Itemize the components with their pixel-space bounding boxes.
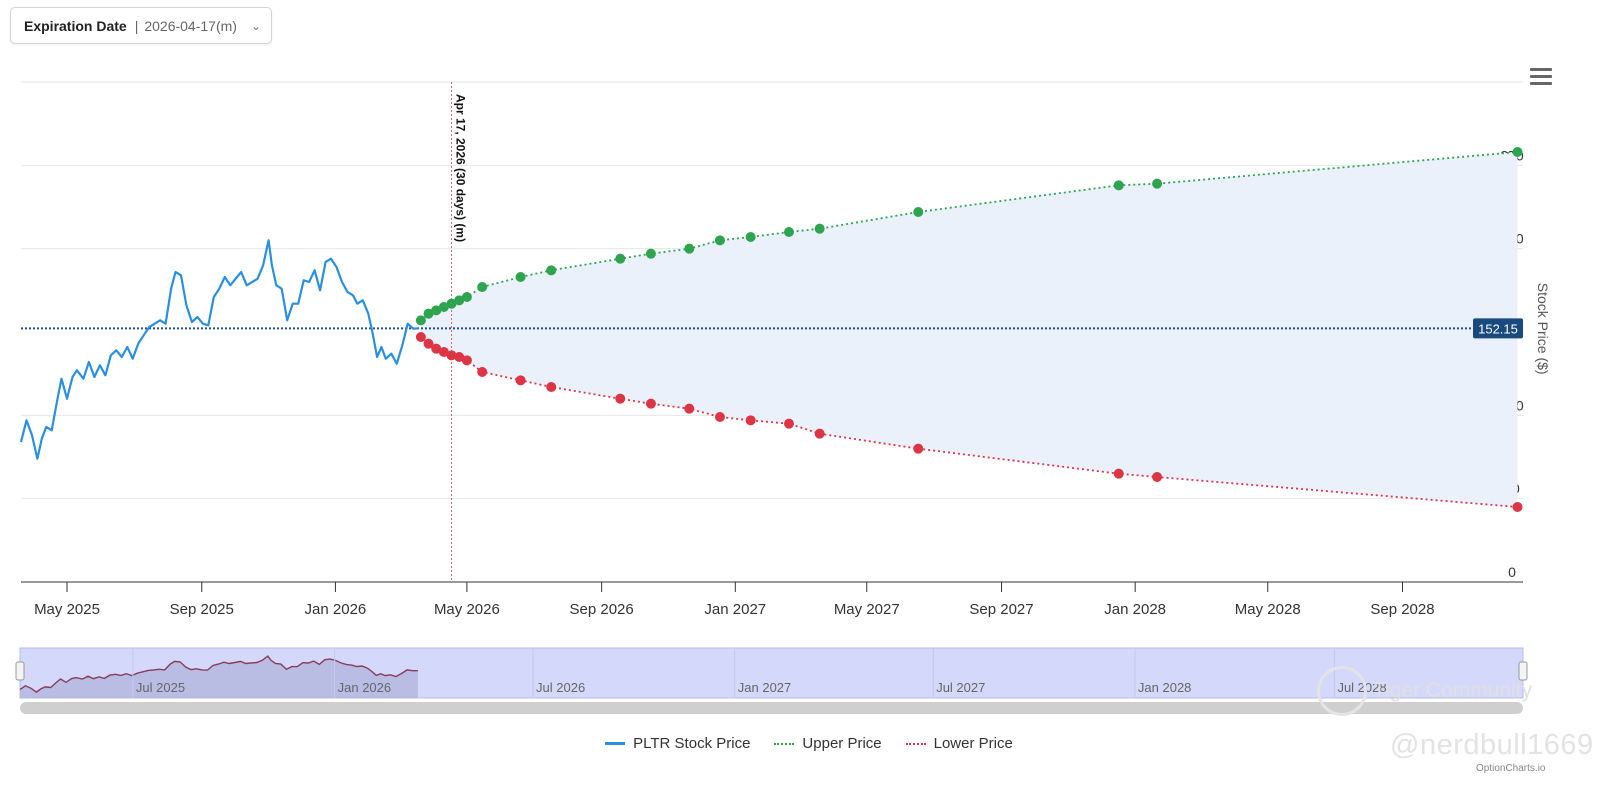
stock-price-line bbox=[19, 239, 419, 460]
navigator-area bbox=[20, 656, 418, 698]
chart-legend: PLTR Stock Price Upper Price Lower Price bbox=[0, 735, 1618, 752]
lower-price-point bbox=[913, 443, 924, 454]
lower-price-point bbox=[783, 418, 794, 429]
expiration-date-label: Expiration Date bbox=[24, 17, 127, 34]
upper-price-point bbox=[714, 235, 725, 246]
x-tick-label: May 2025 bbox=[34, 601, 100, 618]
x-tick-label: May 2028 bbox=[1235, 601, 1301, 618]
lower-price-point bbox=[415, 332, 426, 342]
lower-price-point bbox=[1152, 472, 1163, 482]
upper-price-point bbox=[454, 295, 465, 306]
lower-price-point bbox=[1113, 468, 1124, 479]
optioncharts-credit: OptionCharts.io bbox=[1476, 763, 1546, 774]
legend-item-lower-price[interactable]: Lower Price bbox=[905, 735, 1013, 752]
y-tick-label: 0 bbox=[1508, 564, 1516, 580]
x-tick-label: May 2026 bbox=[434, 601, 500, 618]
upper-price-point bbox=[546, 265, 557, 276]
projection-band bbox=[420, 152, 1518, 507]
x-tick-label: Sep 2027 bbox=[969, 601, 1033, 618]
upper-price-point bbox=[515, 272, 526, 282]
tiger-logo-icon bbox=[1317, 666, 1367, 716]
upper-price-point bbox=[431, 305, 442, 316]
current-price-label: 152.15 bbox=[1478, 321, 1518, 336]
handle-watermark: @nerdbull1669 bbox=[1390, 729, 1594, 761]
legend-item-upper-price[interactable]: Upper Price bbox=[774, 735, 882, 752]
expiration-date-separator: | bbox=[134, 17, 139, 34]
upper-price-point bbox=[477, 282, 488, 292]
hamburger-menu-icon[interactable] bbox=[1530, 68, 1552, 86]
y-axis-title: Stock Price ($) bbox=[1535, 283, 1551, 375]
lower-price-point bbox=[745, 415, 756, 426]
lower-price-point bbox=[814, 428, 825, 439]
x-tick-label: Jan 2027 bbox=[704, 601, 766, 618]
navigator-line bbox=[19, 655, 418, 693]
expiry-marker-label: Apr 17, 2026 (30 days) (m) bbox=[454, 94, 468, 242]
upper-price-point bbox=[438, 302, 449, 312]
lower-price-point bbox=[645, 398, 656, 409]
tiger-community-text: Tiger Community bbox=[1373, 679, 1533, 702]
navigator-tick-label: Jan 2028 bbox=[1138, 680, 1192, 695]
lower-price-point bbox=[684, 403, 695, 414]
navigator-tick-label: Jul 2026 bbox=[536, 680, 585, 695]
navigator-tick-label: Jan 2027 bbox=[738, 680, 792, 695]
upper-price-point bbox=[745, 232, 756, 242]
upper-price-point bbox=[446, 298, 457, 309]
upper-price-point bbox=[423, 308, 434, 319]
lower-price-point bbox=[446, 350, 457, 361]
chevron-down-icon: ⌄ bbox=[250, 18, 262, 33]
legend-stock-label: PLTR Stock Price bbox=[633, 735, 751, 752]
x-tick-label: Sep 2025 bbox=[170, 601, 234, 618]
navigator-scrollbar bbox=[20, 702, 1523, 714]
legend-item-stock-price[interactable]: PLTR Stock Price bbox=[605, 735, 750, 752]
navigator-tick-label: Jan 2026 bbox=[338, 680, 392, 695]
upper-price-point bbox=[645, 248, 656, 259]
lower-price-point bbox=[546, 382, 557, 392]
navigator-handle bbox=[1518, 661, 1528, 681]
lower-price-point bbox=[438, 347, 449, 357]
lower-price-point bbox=[1512, 502, 1523, 512]
navigator-handle bbox=[15, 661, 25, 681]
x-tick-label: Jan 2026 bbox=[305, 601, 367, 618]
legend-upper-line bbox=[774, 742, 795, 745]
x-tick-label: May 2027 bbox=[834, 601, 900, 618]
upper-price-point bbox=[1152, 178, 1163, 189]
upper-price-point bbox=[814, 223, 825, 234]
lower-price-point bbox=[454, 352, 465, 362]
upper-price-point bbox=[684, 243, 695, 254]
lower-price-point bbox=[461, 355, 472, 366]
lower-price-point bbox=[477, 367, 488, 377]
legend-upper-label: Upper Price bbox=[802, 735, 882, 752]
upper-price-point bbox=[461, 292, 472, 302]
legend-stock-line bbox=[605, 742, 626, 745]
navigator-tick-label: Jul 2025 bbox=[136, 680, 185, 695]
lower-price-point bbox=[615, 393, 626, 404]
legend-lower-label: Lower Price bbox=[933, 735, 1013, 752]
legend-lower-line bbox=[905, 742, 926, 745]
lower-price-point bbox=[431, 343, 442, 354]
current-price-badge bbox=[1473, 318, 1523, 339]
x-tick-label: Sep 2026 bbox=[570, 601, 634, 618]
lower-price-point bbox=[423, 338, 434, 349]
upper-price-point bbox=[415, 315, 426, 326]
upper-price-point bbox=[783, 227, 794, 237]
x-tick-label: Jan 2028 bbox=[1104, 601, 1166, 618]
expiration-date-select[interactable]: Expiration Date | 2026-04-17(m) ⌄ bbox=[10, 7, 272, 44]
lower-price-point bbox=[515, 375, 526, 386]
expiration-date-value: 2026-04-17(m) bbox=[144, 17, 237, 34]
upper-price-point bbox=[1113, 180, 1124, 191]
lower-price-point bbox=[714, 412, 725, 422]
tiger-community-watermark: Tiger Community bbox=[1317, 666, 1532, 716]
navigator-tick-label: Jul 2027 bbox=[936, 680, 985, 695]
x-tick-label: Sep 2028 bbox=[1370, 601, 1434, 618]
upper-price-point bbox=[615, 253, 626, 264]
upper-price-point bbox=[913, 207, 924, 217]
upper-price-point bbox=[1512, 147, 1523, 157]
